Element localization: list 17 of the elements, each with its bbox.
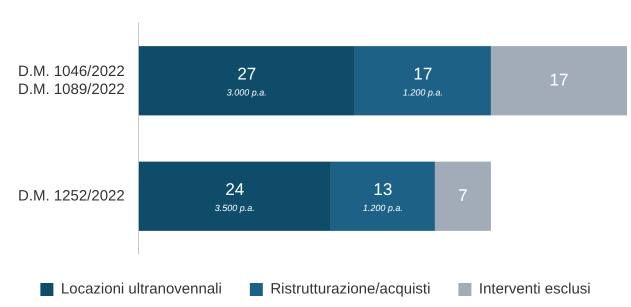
data-label: 17 <box>550 70 568 90</box>
bar <box>138 46 355 116</box>
bar <box>354 46 491 116</box>
data-label: 24 3.500 p.a. <box>214 180 255 213</box>
data-label: 17 1.200 p.a. <box>402 64 443 98</box>
legend-label: Locazioni ultranovennali <box>60 280 222 298</box>
bar <box>490 46 627 116</box>
bar <box>330 162 435 231</box>
legend-label: Interventi esclusi <box>478 280 591 298</box>
bar <box>138 162 331 231</box>
data-label: 7 <box>458 186 468 205</box>
y-tick-label: D.M. 1252/2022 <box>18 187 125 204</box>
data-label: 13 1.200 p.a. <box>362 180 403 213</box>
data-label: 27 3.000 p.a. <box>226 64 267 98</box>
y-tick-label: D.M. 1046/2022 D.M. 1089/2022 <box>18 62 125 98</box>
bar <box>434 162 491 231</box>
legend-label: Ristrutturazione/acquisti <box>270 280 430 298</box>
